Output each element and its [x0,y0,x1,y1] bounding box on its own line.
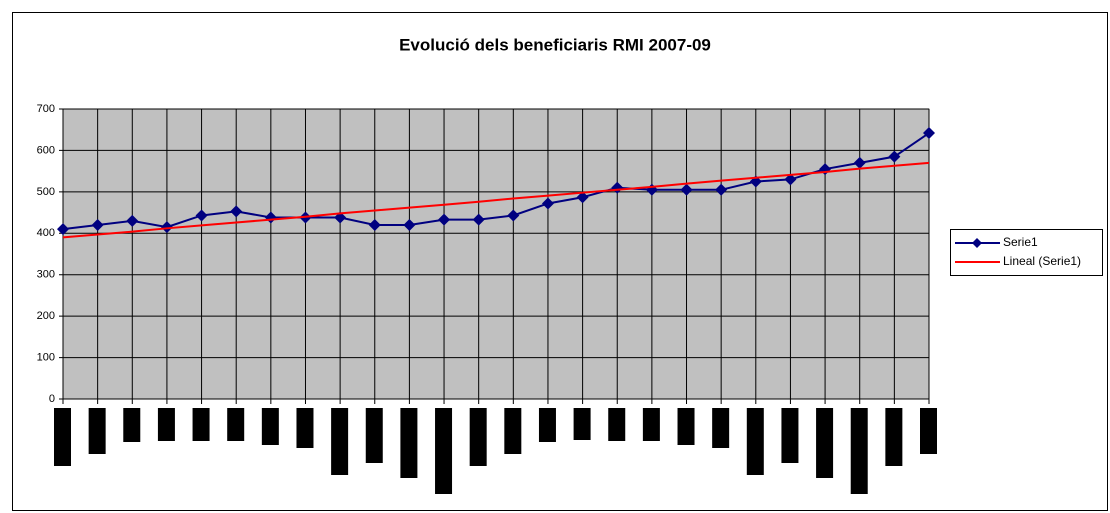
legend-label: Lineal (Serie1) [1003,254,1081,268]
x-label-redacted [816,408,834,478]
chart-title: Evolució dels beneficiaris RMI 2007-09 [399,35,711,54]
x-label-redacted [781,408,799,463]
x-label-redacted [192,408,210,441]
marker [853,156,866,169]
marker [368,219,381,231]
marker [507,209,520,222]
x-label-redacted [677,408,695,445]
x-label-redacted [885,408,903,466]
plot-area [62,108,930,400]
marker [57,223,69,236]
marker [91,219,104,231]
marker [923,127,935,140]
x-label-redacted [642,408,660,441]
y-tick-label: 400 [37,227,55,239]
series-line [62,132,930,231]
marker [541,197,554,210]
legend-label: Serie1 [1003,235,1038,249]
marker [403,219,416,231]
x-label-redacted [227,408,245,441]
x-label-redacted [54,408,71,466]
marker [126,214,139,227]
y-tick-label: 100 [37,351,55,363]
x-label-redacted [296,408,314,448]
x-label-redacted [850,408,868,494]
marker [888,150,901,163]
y-tick-label: 0 [49,393,55,405]
x-label-redacted [123,408,141,442]
marker [576,191,589,204]
series-line [62,161,930,239]
x-label-redacted [920,408,937,454]
x-label-redacted [573,408,591,440]
marker [438,213,451,226]
x-label-redacted [538,408,556,442]
x-label-redacted [331,408,349,475]
x-label-redacted [712,408,730,448]
x-label-redacted [469,408,487,466]
x-label-redacted [400,408,418,478]
x-label-redacted [365,408,383,463]
x-label-redacted [608,408,626,441]
y-tick-label: 700 [37,103,55,115]
x-label-redacted [435,408,453,494]
legend-box [950,229,1103,276]
x-label-redacted [261,408,279,445]
marker [680,183,693,196]
marker [715,183,728,196]
legend-marker [972,238,982,248]
y-tick-label: 300 [37,269,55,281]
x-label-redacted [88,408,106,454]
x-label-redacted [746,408,764,475]
marker [784,173,797,186]
y-tick-label: 600 [37,144,55,156]
marker [472,213,485,226]
x-label-redacted [157,408,175,441]
marker [230,205,243,218]
marker [160,221,173,234]
marker [195,209,208,222]
y-tick-label: 500 [37,186,55,198]
y-tick-label: 200 [37,310,55,322]
x-label-redacted [504,408,522,454]
